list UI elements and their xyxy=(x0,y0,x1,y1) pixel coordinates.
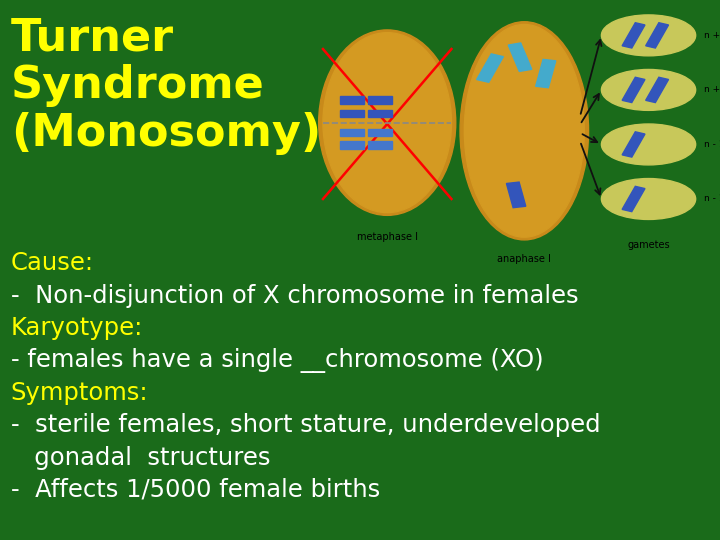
Text: -  Affects 1/5000 female births: - Affects 1/5000 female births xyxy=(11,478,380,502)
Ellipse shape xyxy=(323,32,451,213)
Text: Turner
Syndrome
(Monosomy): Turner Syndrome (Monosomy) xyxy=(11,16,321,156)
Text: gonadal  structures: gonadal structures xyxy=(11,446,270,469)
Bar xyxy=(646,77,669,103)
Ellipse shape xyxy=(601,15,696,56)
Text: n + 1: n + 1 xyxy=(704,85,720,94)
Text: gametes: gametes xyxy=(627,240,670,250)
Bar xyxy=(646,23,669,48)
Bar xyxy=(368,96,392,104)
Ellipse shape xyxy=(319,30,456,215)
Bar xyxy=(340,96,364,104)
Text: anaphase I: anaphase I xyxy=(498,254,552,264)
Bar xyxy=(536,59,556,87)
Bar xyxy=(508,43,532,71)
Bar xyxy=(368,110,392,117)
Ellipse shape xyxy=(460,22,588,240)
Text: Symptoms:: Symptoms: xyxy=(11,381,148,404)
Ellipse shape xyxy=(601,70,696,110)
Bar xyxy=(622,132,645,157)
Text: n + 1: n + 1 xyxy=(704,31,720,40)
Ellipse shape xyxy=(601,179,696,219)
Bar xyxy=(340,129,364,136)
Text: Cause:: Cause: xyxy=(11,251,94,275)
Text: - females have a single __chromosome (XO): - females have a single __chromosome (XO… xyxy=(11,348,544,373)
Bar xyxy=(340,110,364,117)
Text: metaphase I: metaphase I xyxy=(356,232,418,242)
Bar xyxy=(368,129,392,136)
Ellipse shape xyxy=(464,24,585,237)
Bar xyxy=(368,141,392,148)
Text: -  Non-disjunction of X chromosome in females: - Non-disjunction of X chromosome in fem… xyxy=(11,284,578,307)
Ellipse shape xyxy=(601,124,696,165)
Bar xyxy=(477,54,503,82)
Text: n - 1: n - 1 xyxy=(704,140,720,149)
Bar xyxy=(622,23,645,48)
Text: Karyotype:: Karyotype: xyxy=(11,316,143,340)
Bar xyxy=(622,77,645,103)
Bar xyxy=(622,186,645,212)
Text: n - 1: n - 1 xyxy=(704,194,720,204)
Text: -  sterile females, short stature, underdeveloped: - sterile females, short stature, underd… xyxy=(11,413,600,437)
Bar xyxy=(340,141,364,148)
Bar xyxy=(506,182,526,208)
